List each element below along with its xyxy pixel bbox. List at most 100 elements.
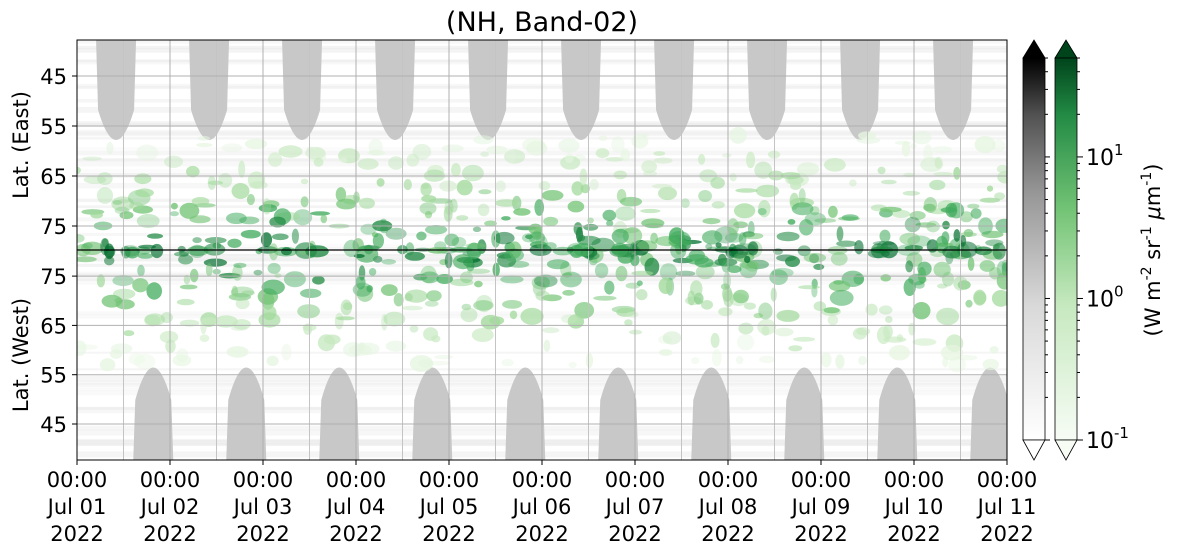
radiance-patch [827, 314, 839, 326]
colorbar-tick-label: 101 [1086, 141, 1124, 171]
colorbar-greys-bar [1022, 57, 1046, 441]
radiance-patch [380, 284, 398, 296]
radiance-patch [542, 327, 560, 334]
radiance-patch [836, 226, 844, 242]
radiance-patch [814, 218, 837, 224]
radiance-patch [917, 261, 932, 276]
radiance-patch [262, 305, 277, 321]
radiance-patch [558, 138, 580, 153]
radiance-patch [137, 264, 145, 277]
radiance-patch [878, 305, 893, 315]
no-data-lobe-top [747, 40, 788, 140]
radiance-patch [199, 334, 210, 342]
radiance-patch [267, 262, 281, 274]
radiance-patch [923, 197, 938, 213]
radiance-patch [602, 209, 617, 221]
x-tick-label: 00:00 Jul 08 2022 [697, 468, 759, 546]
radiance-patch [80, 241, 104, 255]
radiance-patch [357, 158, 379, 170]
radiance-patch [189, 244, 205, 258]
radiance-patch [244, 138, 268, 149]
radiance-patch [534, 199, 544, 216]
radiance-patch [388, 156, 404, 170]
no-data-lobe-bottom [412, 367, 453, 460]
radiance-patch [419, 202, 437, 215]
radiance-patch [605, 157, 624, 162]
radiance-patch [979, 260, 995, 272]
radiance-patch [614, 206, 636, 221]
radiance-patch [473, 300, 494, 311]
radiance-patch [114, 297, 124, 304]
no-data-lobe-top [840, 40, 881, 140]
radiance-patch [271, 233, 289, 241]
radiance-patch [214, 315, 238, 328]
radiance-patch [420, 182, 432, 197]
colorbar-greens-extend-bottom [1054, 439, 1078, 461]
radiance-patch [721, 259, 730, 273]
radiance-patch [77, 166, 81, 174]
x-tick-label: 00:00 Jul 04 2022 [325, 468, 387, 546]
radiance-patch [568, 361, 577, 368]
radiance-patch [425, 225, 448, 235]
colorbar-tick-label: 100 [1086, 282, 1124, 312]
x-tick-label: 00:00 Jul 02 2022 [139, 468, 201, 546]
radiance-patch [934, 156, 943, 169]
radiance-patch [929, 179, 946, 191]
radiance-patch [480, 314, 501, 330]
radiance-patch [427, 165, 445, 178]
radiance-patch [207, 180, 224, 185]
radiance-patch [502, 300, 523, 309]
radiance-patch [474, 280, 483, 288]
radiance-patch [710, 177, 725, 189]
radiance-patch [624, 319, 633, 327]
radiance-patch [824, 158, 846, 172]
radiance-patch [611, 136, 625, 153]
radiance-patch [460, 307, 478, 323]
radiance-patch [128, 353, 145, 366]
radiance-patch [746, 151, 756, 169]
radiance-patch [291, 228, 299, 244]
radiance-patch [982, 358, 999, 371]
radiance-patch [712, 349, 722, 367]
radiance-patch [880, 179, 897, 185]
radiance-patch [769, 269, 788, 286]
radiance-patch [641, 218, 665, 228]
radiance-patch [650, 232, 658, 244]
radiance-patch [757, 319, 777, 335]
radiance-patch [119, 211, 134, 220]
radiance-patch [892, 209, 911, 218]
radiance-patch [932, 146, 952, 154]
radiance-patch [484, 220, 497, 227]
radiance-patch [420, 271, 440, 284]
y-axis-label-east: Lat. (East) [9, 91, 33, 199]
radiance-patch [424, 300, 439, 307]
radiance-patch [300, 178, 309, 185]
radiance-patch [715, 242, 722, 248]
radiance-patch [905, 260, 914, 273]
radiance-patch [849, 179, 857, 187]
radiance-patch [776, 231, 800, 242]
y-tick-label: 65 [40, 314, 67, 338]
radiance-patch [385, 227, 407, 240]
radiance-patch [231, 325, 248, 331]
radiance-patch [513, 208, 531, 216]
radiance-patch [698, 153, 706, 165]
radiance-patch [169, 211, 179, 217]
radiance-patch [541, 190, 564, 201]
radiance-patch [238, 160, 246, 178]
no-data-lobe-bottom [133, 367, 174, 460]
no-data-lobe-top [189, 40, 230, 140]
x-tick-label: 00:00 Jul 10 2022 [883, 468, 945, 546]
radiance-patch [77, 234, 85, 243]
radiance-patch [923, 144, 933, 163]
radiance-patch [138, 244, 157, 249]
x-tick-label: 00:00 Jul 01 2022 [46, 468, 108, 546]
radiance-patch [543, 216, 559, 227]
radiance-patch [992, 139, 1006, 153]
no-data-lobe-bottom [691, 367, 732, 460]
radiance-patch [460, 271, 473, 284]
radiance-patch [338, 157, 348, 164]
radiance-patch [936, 307, 960, 326]
radiance-patch [729, 173, 737, 182]
radiance-patch [942, 245, 962, 259]
